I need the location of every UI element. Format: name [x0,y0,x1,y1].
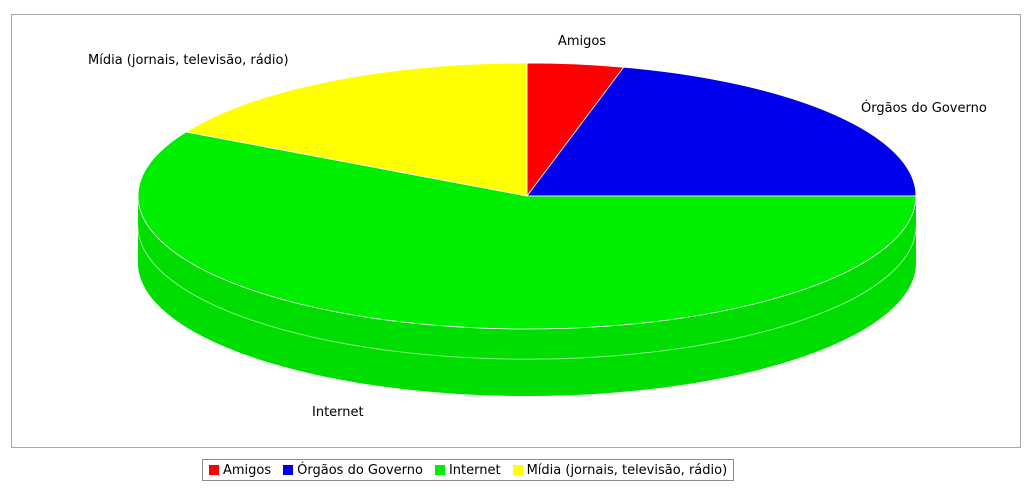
pie-label-internet: Internet [312,405,364,420]
legend-item: Internet [434,462,501,478]
pie-label-amigos: Amigos [558,34,606,49]
legend-swatch [512,465,523,475]
pie-side-internet [138,196,916,396]
pie-label--rg-os-do-governo: Órgãos do Governo [861,100,987,116]
legend-label: Órgãos do Governo [297,462,423,478]
chart-title-clipped [300,0,720,6]
legend: Amigos Órgãos do Governo Internet Mídia (jo… [202,459,735,481]
legend-label: Amigos [223,462,272,478]
legend-label: Internet [448,462,501,478]
pie-slice-m-dia-jornais-televis-o-r-dio- [185,62,528,197]
legend-swatch [209,465,219,475]
pie-slice-internet [137,131,917,330]
legend-swatch [434,465,445,475]
pie-chart: Amigos Órgãos do Governo Internet Mídia (jo… [88,34,987,420]
pie-side-highlight [137,226,917,360]
legend-item: Órgãos do Governo [283,463,423,478]
pie-label-m-dia-jornais-televis-o-r-dio-: Mídia (jornais, televisão, rádio) [88,53,289,68]
legend-label: Mídia (jornais, televisão, rádio) [526,462,728,478]
pie-slice--rg-os-do-governo [526,66,917,197]
legend-item: Amigos [209,463,271,478]
legend-swatch [283,465,294,475]
legend-item: Mídia (jornais, televisão, rádio) [512,462,728,478]
